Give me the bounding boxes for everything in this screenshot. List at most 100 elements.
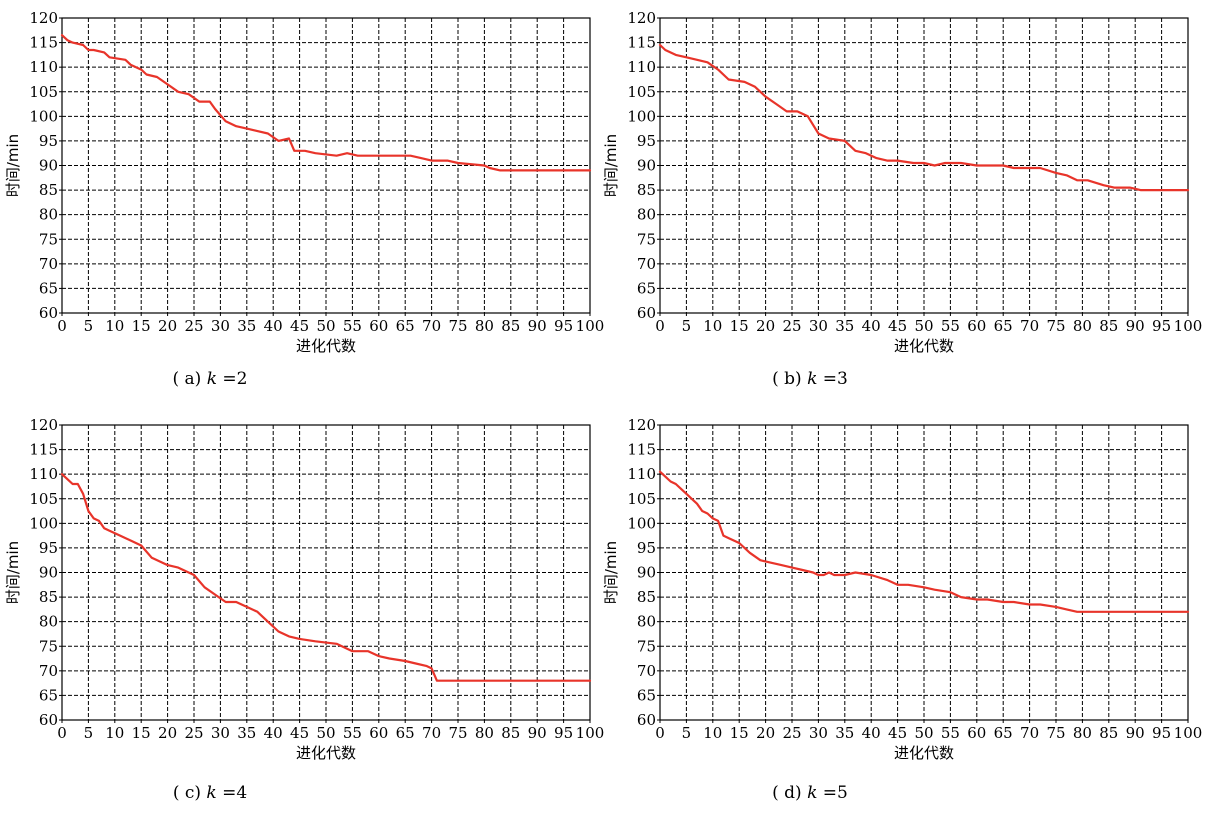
- x-tick-label: 100: [1174, 724, 1203, 742]
- y-tick-label: 110: [627, 58, 656, 76]
- caption-letter: ( c): [173, 783, 207, 803]
- x-tick-label: 50: [914, 724, 933, 742]
- x-tick-label: 80: [1073, 724, 1092, 742]
- caption-value: =2: [217, 369, 247, 389]
- x-tick-label: 75: [1046, 317, 1065, 335]
- x-tick-label: 70: [422, 317, 441, 335]
- x-tick-label: 90: [528, 724, 547, 742]
- y-tick-label: 75: [637, 230, 656, 248]
- y-tick-label: 100: [29, 514, 58, 532]
- x-tick-label: 75: [448, 724, 467, 742]
- y-tick-label: 110: [29, 58, 58, 76]
- x-tick-label: 40: [264, 724, 283, 742]
- panel-caption: ( d) k =5: [772, 783, 848, 803]
- y-tick-label: 60: [637, 304, 656, 322]
- x-tick-label: 70: [422, 724, 441, 742]
- panel-caption: ( a) k =2: [173, 369, 248, 389]
- x-tick-label: 45: [888, 317, 907, 335]
- x-tick-label: 95: [1152, 724, 1171, 742]
- x-tick-label: 25: [184, 317, 203, 335]
- x-tick-label: 90: [1126, 317, 1145, 335]
- x-tick-label: 100: [576, 317, 605, 335]
- x-tick-label: 100: [1174, 317, 1203, 335]
- y-tick-label: 95: [637, 132, 656, 150]
- y-tick-label: 90: [39, 157, 58, 175]
- x-axis-label: 进化代数: [894, 337, 954, 355]
- x-tick-label: 70: [1020, 317, 1039, 335]
- x-tick-label: 70: [1020, 724, 1039, 742]
- panel-caption: ( b) k =3: [772, 369, 848, 389]
- caption-variable: k: [807, 783, 817, 803]
- x-tick-label: 0: [57, 724, 67, 742]
- x-tick-label: 5: [84, 317, 94, 335]
- y-tick-label: 100: [29, 107, 58, 125]
- y-axis-label: 时间/min: [4, 541, 22, 604]
- y-tick-label: 65: [39, 279, 58, 297]
- x-tick-label: 20: [158, 317, 177, 335]
- x-tick-label: 60: [369, 317, 388, 335]
- y-tick-label: 70: [637, 662, 656, 680]
- x-tick-label: 35: [835, 317, 854, 335]
- y-tick-label: 115: [29, 34, 58, 52]
- y-tick-label: 105: [29, 490, 58, 508]
- x-tick-label: 25: [184, 724, 203, 742]
- x-tick-label: 55: [343, 317, 362, 335]
- x-tick-label: 60: [967, 724, 986, 742]
- y-tick-label: 75: [39, 230, 58, 248]
- x-tick-label: 50: [316, 724, 335, 742]
- x-tick-label: 50: [914, 317, 933, 335]
- y-tick-label: 115: [627, 34, 656, 52]
- x-tick-label: 25: [782, 317, 801, 335]
- y-tick-label: 120: [627, 9, 656, 27]
- y-tick-label: 115: [627, 441, 656, 459]
- x-tick-label: 80: [1073, 317, 1092, 335]
- x-tick-label: 65: [396, 317, 415, 335]
- y-tick-label: 80: [39, 206, 58, 224]
- x-tick-label: 45: [290, 724, 309, 742]
- x-tick-label: 20: [158, 724, 177, 742]
- x-tick-label: 15: [132, 724, 151, 742]
- x-tick-label: 10: [703, 724, 722, 742]
- y-tick-label: 90: [39, 564, 58, 582]
- y-axis-label: 时间/min: [602, 134, 620, 197]
- y-tick-label: 60: [39, 711, 58, 729]
- x-tick-label: 15: [730, 317, 749, 335]
- y-tick-label: 70: [637, 255, 656, 273]
- y-tick-label: 65: [637, 279, 656, 297]
- x-tick-label: 5: [682, 317, 692, 335]
- x-tick-label: 95: [1152, 317, 1171, 335]
- caption-value: =5: [817, 783, 847, 803]
- x-tick-label: 20: [756, 724, 775, 742]
- x-tick-label: 85: [501, 724, 520, 742]
- x-tick-label: 50: [316, 317, 335, 335]
- x-tick-label: 100: [576, 724, 605, 742]
- x-tick-label: 65: [396, 724, 415, 742]
- x-tick-label: 80: [475, 317, 494, 335]
- x-tick-label: 40: [264, 317, 283, 335]
- y-tick-label: 65: [637, 686, 656, 704]
- y-tick-label: 105: [627, 490, 656, 508]
- x-tick-label: 0: [655, 724, 665, 742]
- y-tick-label: 90: [637, 157, 656, 175]
- series-line: [658, 43, 1190, 192]
- x-tick-label: 90: [1126, 724, 1145, 742]
- x-tick-label: 40: [862, 724, 881, 742]
- x-tick-label: 60: [369, 724, 388, 742]
- y-tick-label: 80: [637, 613, 656, 631]
- x-axis-label: 进化代数: [296, 337, 356, 355]
- x-tick-label: 85: [1099, 724, 1118, 742]
- x-tick-label: 30: [809, 317, 828, 335]
- y-tick-label: 80: [637, 206, 656, 224]
- y-tick-label: 65: [39, 686, 58, 704]
- x-tick-label: 95: [554, 724, 573, 742]
- y-tick-label: 95: [39, 539, 58, 557]
- caption-value: =4: [217, 783, 247, 803]
- x-tick-label: 35: [835, 724, 854, 742]
- x-tick-label: 10: [105, 724, 124, 742]
- y-tick-label: 85: [39, 588, 58, 606]
